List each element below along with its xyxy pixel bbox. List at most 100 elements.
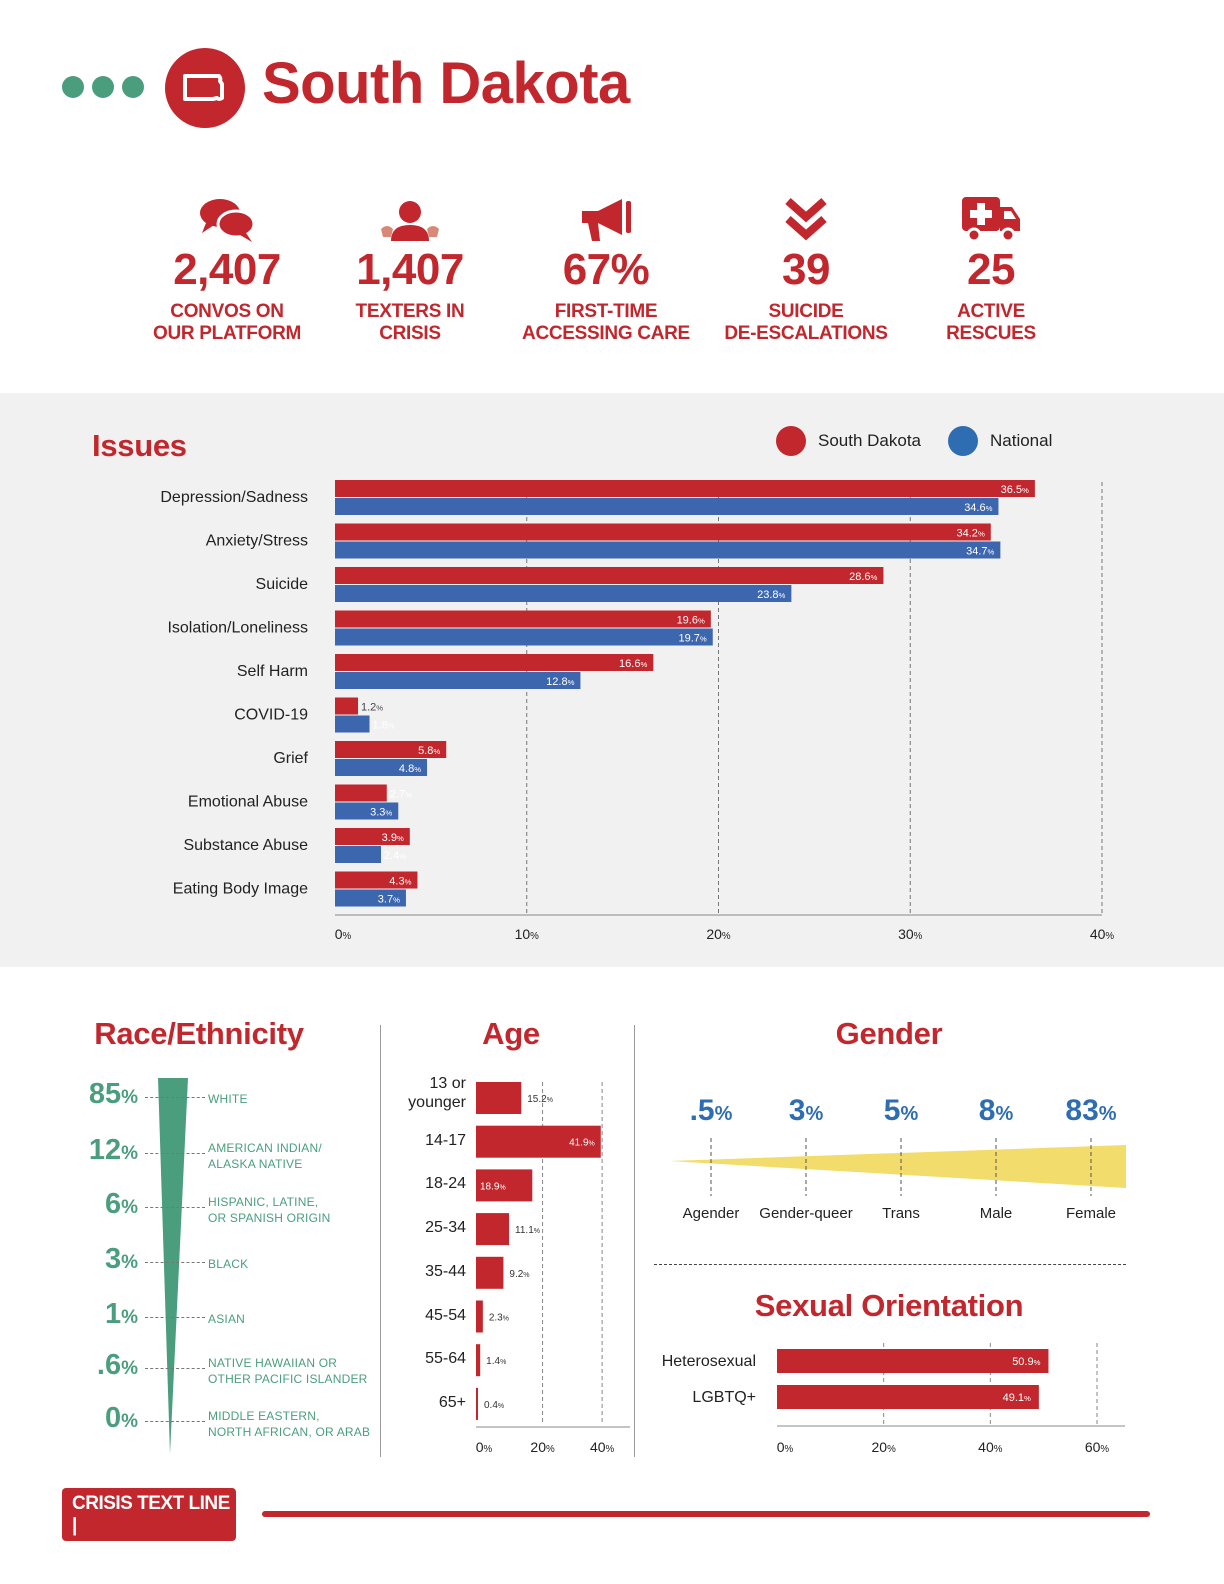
race-label: ASIAN — [208, 1312, 246, 1326]
category-label: Substance Abuse — [183, 837, 308, 854]
stat-label: FIRST-TIME — [554, 301, 658, 322]
stat-texters: 1,407 TEXTERS IN CRISIS — [310, 185, 510, 345]
crisis-text-line-logo[interactable]: CRISIS TEXT LINE | — [62, 1488, 236, 1541]
legend-swatch-blue — [948, 426, 978, 456]
data-label: 0.4% — [484, 1400, 504, 1411]
category-label: Depression/Sadness — [160, 489, 308, 506]
page-title: South Dakota — [262, 51, 630, 116]
category-label: Grief — [273, 750, 308, 767]
gender-percent: 8% — [978, 1094, 1014, 1127]
gender-label: Male — [979, 1205, 1013, 1222]
divider — [654, 1264, 1126, 1265]
gender-label: Agender — [682, 1205, 740, 1222]
divider — [380, 1025, 381, 1457]
data-label: 49.1% — [1003, 1392, 1031, 1404]
bar-south-dakota — [335, 784, 387, 802]
category-label: COVID-19 — [234, 707, 308, 724]
data-label: 50.9% — [1012, 1356, 1040, 1368]
data-label: 5.8% — [418, 745, 440, 757]
south-dakota-outline-icon — [165, 48, 245, 128]
x-tick-label: 60% — [1085, 1439, 1110, 1455]
age-label: 13 or younger — [408, 1075, 466, 1111]
data-label: 41.9% — [569, 1138, 595, 1149]
gender-label: Trans — [882, 1205, 920, 1222]
stat-label: TEXTERS IN — [355, 301, 465, 322]
gender-label: Gender-queer — [759, 1205, 853, 1222]
issues-title: Issues — [92, 428, 187, 463]
category-label: Emotional Abuse — [188, 794, 308, 811]
orientation-label: Heterosexual — [662, 1353, 756, 1370]
stat-label: DE-ESCALATIONS — [724, 323, 888, 344]
orientation-bar — [777, 1385, 1039, 1409]
gender-wedge — [670, 1138, 1126, 1196]
age-bar — [476, 1082, 522, 1114]
age-chart: 0% 20% 40% 15.2% 41.9% 18.9% 11.1% 9.2% 2.3% 1.4%… — [476, 1082, 630, 1455]
age-bar — [476, 1387, 478, 1420]
bar-south-dakota — [335, 523, 991, 541]
data-label: 12.8% — [546, 676, 574, 688]
orientation-chart: 0% 20% 40% 60% Heterosexual 50.9% LGBTQ+ 49.1% — [662, 1343, 1125, 1455]
race-label: BLACK — [208, 1257, 249, 1271]
chat-bubbles-icon — [127, 185, 327, 243]
bar-south-dakota — [335, 871, 418, 889]
data-label: 1.2% — [361, 702, 383, 714]
category-label: Self Harm — [237, 663, 308, 680]
age-label: 55-64 — [425, 1350, 466, 1368]
bar-national — [335, 585, 792, 602]
orientation-title: Sexual Orientation — [754, 1288, 1024, 1323]
issues-chart: 0% 10% 20% 30% 40% Depression/Sadness 36.5% 34.… — [160, 480, 1115, 942]
stat-convos: 2,407 CONVOS ON OUR PLATFORM — [127, 185, 327, 345]
data-label: 15.2% — [527, 1094, 553, 1105]
race-leader-line — [145, 1262, 205, 1263]
stat-deescalations: 39 SUICIDE DE-ESCALATIONS — [706, 185, 906, 345]
category-label: Eating Body Image — [173, 881, 308, 898]
gender-label: Female — [1065, 1205, 1117, 1222]
data-label: 2.7% — [390, 789, 412, 801]
age-bar — [476, 1344, 481, 1377]
race-label: AMERICAN INDIAN/ALASKA NATIVE — [208, 1141, 322, 1171]
x-tick-label: 30% — [898, 926, 923, 942]
race-title: Race/Ethnicity — [94, 1016, 304, 1051]
x-tick-label: 40% — [1090, 926, 1115, 942]
double-chevron-down-icon — [706, 185, 906, 243]
x-tick-label: 20% — [872, 1439, 897, 1455]
age-label: 35-44 — [425, 1262, 466, 1280]
data-label: 3.7% — [378, 894, 400, 906]
stat-label: SUICIDE — [768, 301, 844, 322]
race-percent: .6% — [96, 1349, 138, 1381]
ambulance-icon — [891, 185, 1091, 243]
bar-national — [335, 802, 399, 820]
age-bar — [476, 1256, 504, 1289]
data-label: 9.2% — [509, 1269, 529, 1280]
bar-south-dakota — [335, 697, 359, 715]
x-tick-label: 40% — [590, 1439, 615, 1455]
race-percent: 12% — [88, 1134, 138, 1166]
age-label: 14-17 — [425, 1131, 466, 1149]
orientation-bar — [777, 1349, 1049, 1373]
data-label: 19.6% — [677, 615, 705, 627]
stat-value: 2,407 — [173, 245, 281, 294]
race-leader-line — [145, 1097, 205, 1098]
age-label: 25-34 — [425, 1219, 466, 1237]
race-leader-line — [145, 1368, 205, 1369]
race-leader-line — [145, 1421, 205, 1422]
divider — [634, 1025, 635, 1457]
category-label: Suicide — [256, 576, 309, 593]
race-leader-line — [145, 1153, 205, 1154]
bar-national — [335, 541, 1001, 559]
data-label: 3.9% — [382, 832, 404, 844]
x-tick-label: 10% — [515, 926, 540, 942]
race-percent: 3% — [104, 1243, 138, 1275]
bar-south-dakota — [335, 654, 654, 671]
stat-first-time: 67% FIRST-TIME ACCESSING CARE — [506, 185, 706, 345]
age-bar — [476, 1300, 483, 1333]
stat-label: RESCUES — [946, 323, 1036, 344]
race-percent: 6% — [104, 1188, 138, 1220]
race-label: HISPANIC, LATINE, OR SPANISH ORIGIN — [208, 1195, 331, 1225]
bar-south-dakota — [335, 610, 711, 628]
stat-value: 67% — [562, 245, 650, 294]
data-label: 4.8% — [399, 763, 421, 775]
legend-label: National — [990, 431, 1053, 450]
data-label: 4.3% — [389, 876, 411, 888]
age-bar — [476, 1125, 601, 1158]
